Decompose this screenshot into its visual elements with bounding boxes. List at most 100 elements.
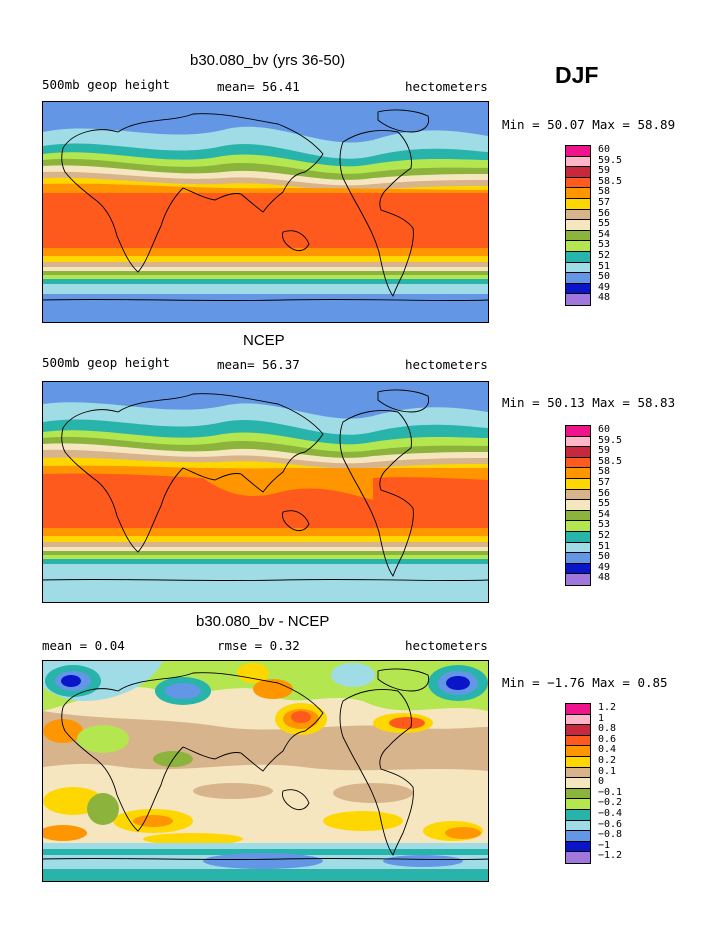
colorbar-swatch [566, 230, 590, 242]
colorbar-swatch [566, 241, 590, 252]
colorbar-level-label: 53 [598, 239, 611, 251]
colorbar-labels: 60 59.5 59 58.5 58 57 56 55 54 53 52 51 50 49 48 [598, 144, 623, 304]
colorbar-swatch [566, 756, 590, 768]
colorbar-level-label: 56 [598, 207, 611, 219]
colorbar-swatch [566, 478, 590, 490]
colorbar-level-label: 57 [598, 476, 611, 488]
colorbar-swatch [566, 714, 590, 726]
colorbar-level-label: 50 [598, 551, 611, 563]
colorbar-level-label: −0.1 [598, 786, 623, 798]
colorbar-level-label: 48 [598, 292, 611, 304]
variable-label: 500mb geop height [42, 77, 170, 92]
minmax-label: Min = −1.76 Max = 0.85 [502, 675, 668, 690]
panel-title: NCEP [243, 332, 285, 349]
colorbar-level-label: −1.2 [598, 850, 623, 862]
colorbar-swatch [566, 167, 590, 178]
colorbar-level-label: 1 [598, 712, 605, 724]
colorbar-swatch [566, 262, 590, 274]
colorbar-swatch [566, 788, 590, 800]
variable-label: 500mb geop height [42, 355, 170, 370]
colorbar-level-label: 59 [598, 165, 611, 177]
colorbar-level-label: 60 [598, 424, 611, 435]
colorbar-level-label: 50 [598, 271, 611, 283]
colorbar-level-label: −0.2 [598, 797, 623, 809]
colorbar-level-label: 52 [598, 529, 611, 541]
colorbar-level-label: 0.6 [598, 733, 617, 745]
colorbar-swatch [566, 542, 590, 554]
colorbar-swatch [566, 852, 590, 863]
colorbar-level-label: 57 [598, 196, 611, 208]
colorbar-swatch [566, 426, 590, 437]
colorbar-swatch [566, 489, 590, 501]
colorbar-level-label: 1.2 [598, 702, 617, 713]
minmax-label: Min = 50.07 Max = 58.89 [502, 117, 676, 132]
colorbar [565, 145, 591, 306]
map-ncep-plot [43, 382, 488, 602]
colorbar-swatch [566, 457, 590, 469]
colorbar-swatch [566, 563, 590, 575]
panel-title: b30.080_bv (yrs 36-50) [190, 52, 346, 69]
colorbar-swatch [566, 510, 590, 522]
colorbar-swatch [566, 146, 590, 157]
colorbar-level-label: 53 [598, 519, 611, 531]
colorbar [565, 703, 591, 864]
colorbar-level-label: 60 [598, 144, 611, 155]
colorbar-swatch [566, 468, 590, 479]
colorbar-swatch [566, 574, 590, 585]
panel-title: b30.080_bv - NCEP [196, 613, 330, 630]
colorbar-swatch [566, 521, 590, 532]
minmax-label: Min = 50.13 Max = 58.83 [502, 395, 676, 410]
colorbar-swatch [566, 553, 590, 564]
colorbar-level-label: −0.4 [598, 807, 623, 819]
mean-label: mean= 56.37 [217, 357, 300, 372]
colorbar-swatch [566, 251, 590, 263]
map-model [42, 101, 489, 323]
colorbar-level-label: 58 [598, 186, 611, 198]
colorbar-swatch [566, 831, 590, 842]
colorbar-level-label: 51 [598, 540, 611, 552]
colorbar-swatch [566, 778, 590, 789]
colorbar-level-label: 48 [598, 572, 611, 584]
season-label: DJF [555, 62, 599, 88]
colorbar-swatch [566, 746, 590, 757]
colorbar-level-label: 59.5 [598, 154, 623, 166]
mean-label: mean = 0.04 [42, 638, 125, 653]
colorbar-swatch [566, 725, 590, 736]
colorbar-swatch [566, 294, 590, 305]
units-label: hectometers [405, 638, 488, 653]
colorbar-swatch [566, 841, 590, 853]
colorbar-level-label: 56 [598, 487, 611, 499]
colorbar-swatch [566, 177, 590, 189]
colorbar-level-label: 55 [598, 498, 611, 510]
colorbar-swatch [566, 283, 590, 295]
colorbar-level-label: 54 [598, 228, 611, 240]
colorbar-level-label: −0.6 [598, 818, 623, 830]
mean-label: mean= 56.41 [217, 79, 300, 94]
colorbar-level-label: 58 [598, 466, 611, 478]
colorbar-level-label: 55 [598, 218, 611, 230]
colorbar [565, 425, 591, 586]
map-difference-plot [43, 661, 488, 881]
colorbar-swatch [566, 436, 590, 448]
colorbar-level-label: 0.1 [598, 765, 617, 777]
map-difference [42, 660, 489, 882]
map-model-plot [43, 102, 488, 322]
colorbar-swatch [566, 198, 590, 210]
colorbar-swatch [566, 820, 590, 832]
map-ncep [42, 381, 489, 603]
colorbar-swatch [566, 188, 590, 199]
colorbar-level-label: 59 [598, 445, 611, 457]
colorbar-level-label: 49 [598, 561, 611, 573]
colorbar-swatch [566, 799, 590, 810]
colorbar-swatch [566, 531, 590, 543]
colorbar-swatch [566, 156, 590, 168]
colorbar-swatch [566, 209, 590, 221]
colorbar-level-label: 0.2 [598, 754, 617, 766]
colorbar-level-label: 59.5 [598, 434, 623, 446]
colorbar-swatch [566, 735, 590, 747]
colorbar-swatch [566, 809, 590, 821]
colorbar-level-label: 0.4 [598, 744, 617, 756]
colorbar-level-label: 51 [598, 260, 611, 272]
colorbar-swatch [566, 220, 590, 231]
colorbar-labels: 60 59.5 59 58.5 58 57 56 55 54 53 52 51 50 49 48 [598, 424, 623, 584]
